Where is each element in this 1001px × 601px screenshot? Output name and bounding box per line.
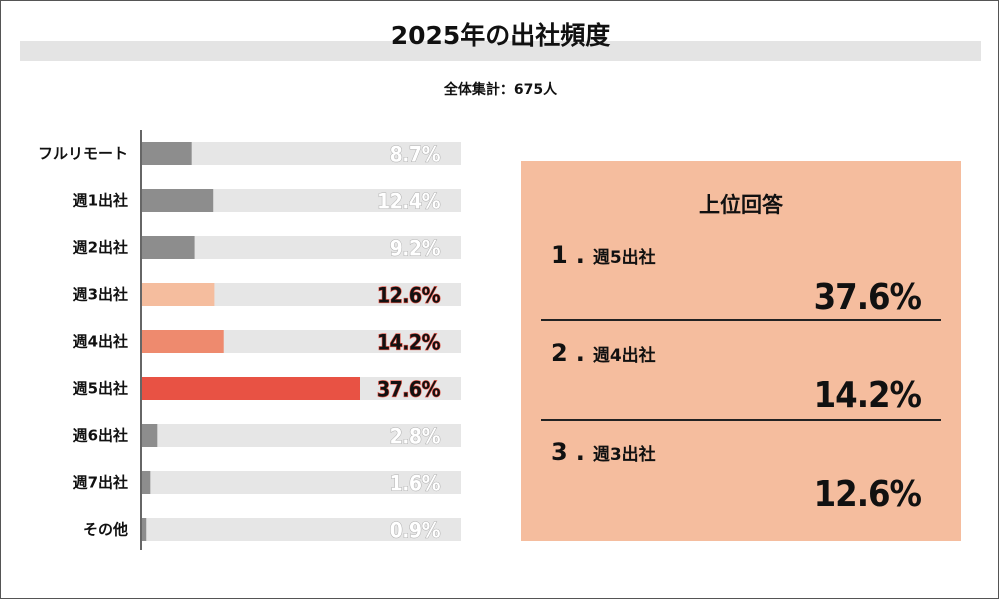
ranking-item-category: 週3出社 xyxy=(592,445,656,465)
ranking-item-3: 3. 週3出社 12.6% xyxy=(521,438,961,536)
bar-track xyxy=(141,142,461,165)
category-label: 週1出社 xyxy=(73,192,128,210)
bar-track xyxy=(141,236,461,259)
bar xyxy=(141,518,147,541)
category-label: 週5出社 xyxy=(73,380,128,398)
bar-track xyxy=(141,424,461,447)
ranking-title: 上位回答 xyxy=(699,193,783,217)
data-label: 2.8% xyxy=(390,425,441,449)
ranking-dot: . xyxy=(575,339,585,367)
ranking-item-category: 週5出社 xyxy=(592,248,656,268)
data-label: 1.6% xyxy=(390,472,441,496)
ranking-item-category: 週4出社 xyxy=(592,346,656,366)
bar xyxy=(141,283,215,306)
ranking-item-2: 2. 週4出社 14.2% xyxy=(521,339,961,437)
ranking-divider xyxy=(541,419,941,421)
ranking-item-label: 1. 週5出社 xyxy=(551,241,656,269)
ranking-item-rank: 2 xyxy=(551,339,568,367)
ranking-dot: . xyxy=(575,241,585,269)
bar xyxy=(141,377,360,400)
ranking-divider xyxy=(541,319,941,321)
data-label: 9.2% xyxy=(390,237,441,261)
category-label: フルリモート xyxy=(38,145,128,163)
ranking-item-value: 12.6% xyxy=(813,474,922,515)
chart-title: 2025年の出社頻度 xyxy=(390,21,611,50)
ranking-item-value: 37.6% xyxy=(813,277,922,318)
bar xyxy=(141,189,214,212)
ranking-item-1: 1. 週5出社 37.6% xyxy=(521,241,961,339)
data-label: 37.6% xyxy=(377,378,441,402)
bar xyxy=(141,330,224,353)
bar xyxy=(141,424,158,447)
ranking-dot: . xyxy=(575,438,585,466)
ranking-panel: 上位回答 1. 週5出社 37.6% 2. 週4出社 14.2% 3. 週3出社 12… xyxy=(521,161,961,541)
bar-track xyxy=(141,283,461,306)
ranking-item-rank: 1 xyxy=(551,241,568,269)
category-label: 週4出社 xyxy=(73,333,128,351)
ranking-item-value: 14.2% xyxy=(813,375,922,416)
chart-subtitle: 全体集計：675人 xyxy=(443,82,558,98)
data-label: 14.2% xyxy=(377,331,441,355)
bar xyxy=(141,471,151,494)
bar xyxy=(141,236,195,259)
bar-track xyxy=(141,189,461,212)
title-underline-bar xyxy=(20,41,981,61)
ranking-item-label: 3. 週3出社 xyxy=(551,438,656,466)
ranking-item-label: 2. 週4出社 xyxy=(551,339,656,367)
ranking-item-rank: 3 xyxy=(551,438,568,466)
category-label: その他 xyxy=(83,521,128,539)
bar-track xyxy=(141,471,461,494)
data-label: 8.7% xyxy=(390,143,441,167)
data-label: 0.9% xyxy=(390,519,441,543)
category-label: 週7出社 xyxy=(73,474,128,492)
bar xyxy=(141,142,192,165)
category-label: 週2出社 xyxy=(73,239,128,257)
bar-track xyxy=(141,518,461,541)
category-label: 週3出社 xyxy=(73,286,128,304)
category-label: 週6出社 xyxy=(73,427,128,445)
data-label: 12.4% xyxy=(377,190,441,214)
data-label: 12.6% xyxy=(377,284,441,308)
